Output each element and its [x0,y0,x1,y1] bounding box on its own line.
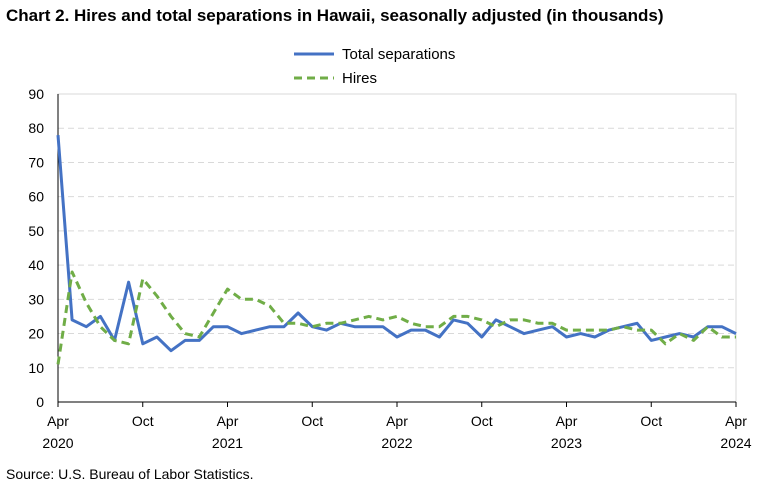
y-tick-label: 50 [28,223,44,239]
x-tick-year-label: 2020 [42,435,73,451]
legend: Total separations Hires [294,46,455,87]
x-tick-month-label: Apr [556,413,578,429]
x-tick-month-label: Oct [471,413,493,429]
y-tick-label: 10 [28,360,44,376]
x-tick-year-label: 2023 [551,435,582,451]
legend-label: Total separations [342,46,455,63]
y-tick-label: 40 [28,257,44,273]
axes: 0 10 20 30 40 50 60 70 80 90 Apr 2020 Oct Apr 2021 Oct A… [28,86,751,451]
x-tick-year-label: 2021 [212,435,243,451]
x-tick-year-label: 2022 [381,435,412,451]
plot-area-border [57,93,737,403]
x-tick-year-label: 2024 [720,435,751,451]
series-line-hires [56,270,736,365]
y-tick-label: 80 [28,120,44,136]
x-tick-month-label: Apr [386,413,408,429]
y-tick-label: 70 [28,154,44,170]
series-lines [56,134,737,365]
x-tick-month-label: Oct [301,413,323,429]
y-tick-label: 60 [28,189,44,205]
x-tick-month-label: Apr [217,413,239,429]
x-tick-month-label: Apr [725,413,747,429]
source-note: Source: U.S. Bureau of Labor Statistics. [6,466,254,482]
x-tick-month-label: Oct [132,413,154,429]
y-tick-label: 30 [28,291,44,307]
y-tick-label: 0 [36,394,44,410]
legend-label: Hires [342,70,377,87]
x-tick-month-label: Oct [640,413,662,429]
series-line-total-separations [56,134,737,353]
y-tick-label: 90 [28,86,44,102]
gridlines [58,127,736,369]
y-tick-label: 20 [28,326,44,342]
chart-title: Chart 2. Hires and total separations in … [6,6,664,25]
x-tick-month-label: Apr [47,413,69,429]
